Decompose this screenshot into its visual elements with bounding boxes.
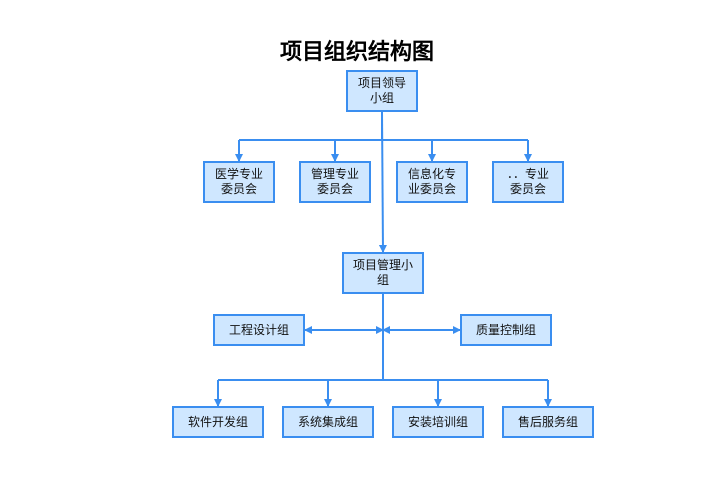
org-node-b2: 系统集成组	[282, 406, 374, 438]
org-node-c4: ．．专业 委员会	[492, 161, 564, 203]
org-node-c1: 医学专业 委员会	[203, 161, 275, 203]
chart-title: 项目组织结构图	[280, 34, 434, 66]
org-node-b3: 安装培训组	[392, 406, 484, 438]
org-node-eng: 工程设计组	[213, 314, 305, 346]
org-node-pm: 项目管理小 组	[342, 252, 424, 294]
org-node-b4: 售后服务组	[502, 406, 594, 438]
org-chart-canvas: 项目组织结构图 项目领导 小组医学专业 委员会管理专业 委员会信息化专 业委员会…	[0, 0, 727, 500]
org-node-qc: 质量控制组	[460, 314, 552, 346]
org-node-root: 项目领导 小组	[346, 70, 418, 112]
org-node-c2: 管理专业 委员会	[299, 161, 371, 203]
org-node-c3: 信息化专 业委员会	[396, 161, 468, 203]
org-node-b1: 软件开发组	[172, 406, 264, 438]
